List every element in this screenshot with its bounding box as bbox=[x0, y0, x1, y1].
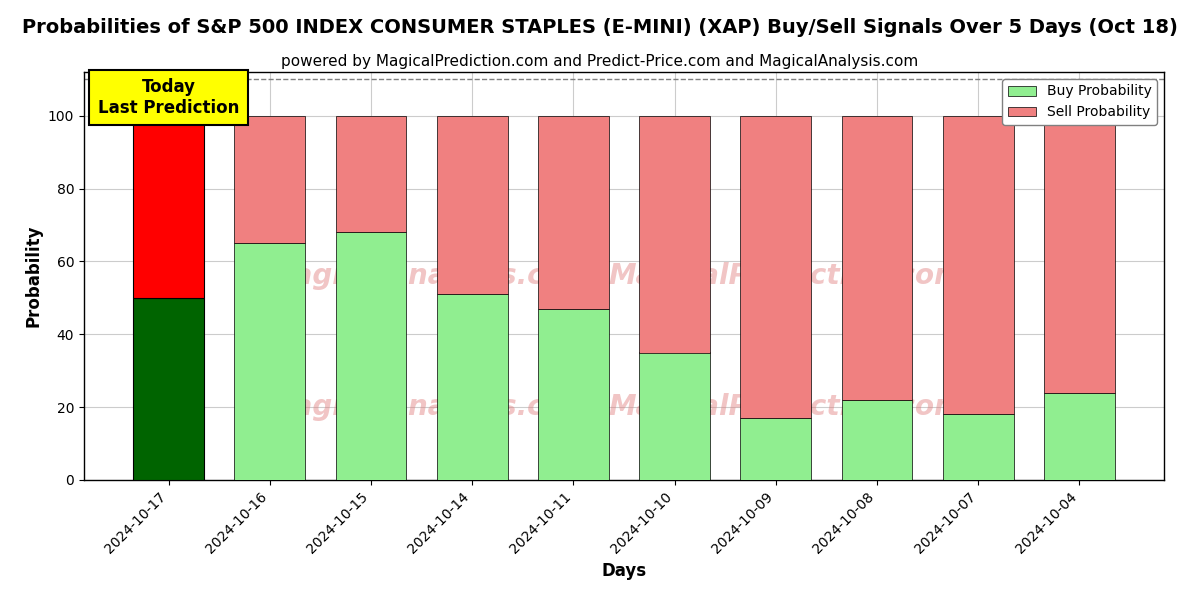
Text: MagicalAnalysis.com: MagicalAnalysis.com bbox=[266, 262, 593, 290]
Bar bbox=[640, 352, 710, 480]
Bar bbox=[841, 400, 912, 480]
Text: MagicalAnalysis.com: MagicalAnalysis.com bbox=[266, 392, 593, 421]
Bar bbox=[234, 243, 305, 480]
Text: MagicalPrediction.com: MagicalPrediction.com bbox=[608, 262, 964, 290]
Bar bbox=[336, 116, 407, 232]
Bar bbox=[437, 294, 508, 480]
Bar bbox=[538, 309, 608, 480]
Bar bbox=[740, 116, 811, 418]
Bar bbox=[133, 116, 204, 298]
Bar bbox=[234, 116, 305, 243]
Bar bbox=[640, 116, 710, 352]
Text: MagicalPrediction.com: MagicalPrediction.com bbox=[608, 392, 964, 421]
Text: Today
Last Prediction: Today Last Prediction bbox=[98, 78, 239, 117]
Bar bbox=[1044, 392, 1115, 480]
Bar bbox=[538, 116, 608, 309]
Bar bbox=[841, 116, 912, 400]
Bar bbox=[336, 232, 407, 480]
Legend: Buy Probability, Sell Probability: Buy Probability, Sell Probability bbox=[1002, 79, 1157, 125]
Bar bbox=[943, 116, 1014, 415]
Text: Probabilities of S&P 500 INDEX CONSUMER STAPLES (E-MINI) (XAP) Buy/Sell Signals : Probabilities of S&P 500 INDEX CONSUMER … bbox=[22, 18, 1178, 37]
Bar bbox=[1044, 116, 1115, 392]
Bar bbox=[740, 418, 811, 480]
Bar bbox=[133, 298, 204, 480]
Bar bbox=[437, 116, 508, 294]
Y-axis label: Probability: Probability bbox=[24, 225, 42, 327]
Bar bbox=[943, 415, 1014, 480]
X-axis label: Days: Days bbox=[601, 562, 647, 580]
Text: powered by MagicalPrediction.com and Predict-Price.com and MagicalAnalysis.com: powered by MagicalPrediction.com and Pre… bbox=[281, 54, 919, 69]
